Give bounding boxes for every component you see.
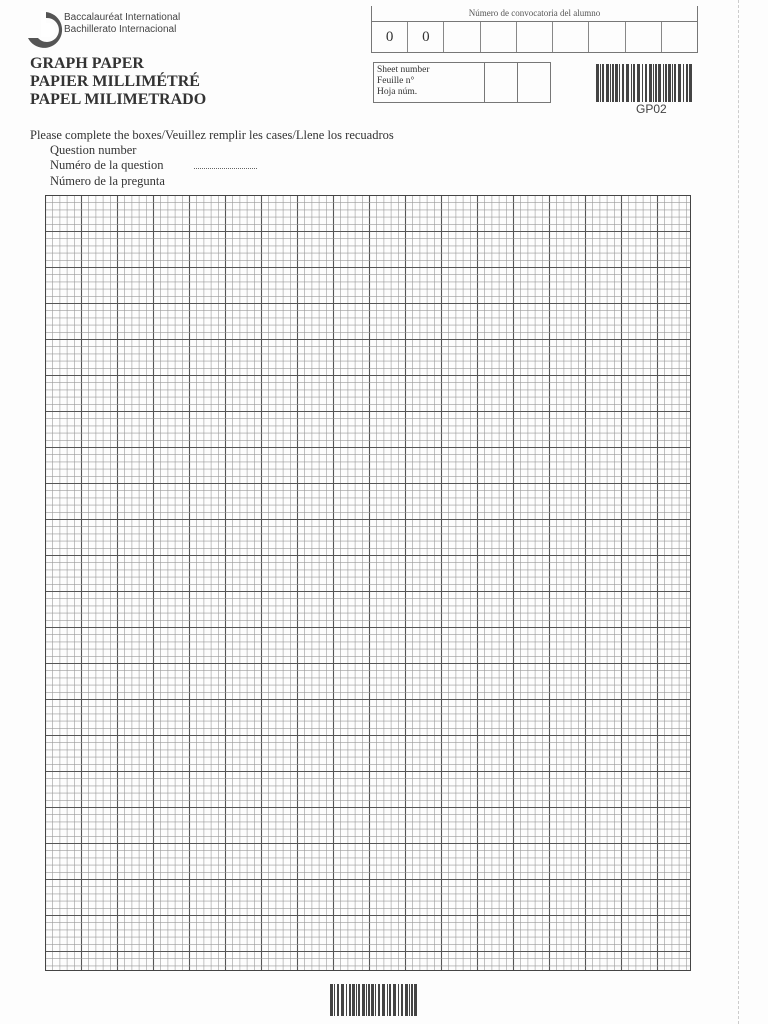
candidate-digit-cell[interactable] xyxy=(553,22,590,52)
barcode-bar xyxy=(645,64,647,102)
barcode-bar xyxy=(389,984,391,1016)
barcode-top xyxy=(596,64,694,102)
candidate-digit-cell[interactable]: 0 xyxy=(408,22,445,52)
barcode-bar xyxy=(612,64,614,102)
barcode-bar xyxy=(362,984,365,1016)
barcode-bar xyxy=(663,64,664,102)
barcode-bar xyxy=(349,984,351,1016)
scan-edge-line xyxy=(738,0,740,1024)
sheet-label-line: Hoja núm. xyxy=(377,87,418,97)
barcode-bar xyxy=(411,984,413,1016)
title-es: PAPEL MILIMETRADO xyxy=(30,91,207,108)
barcode-bar xyxy=(401,984,403,1016)
barcode-bar xyxy=(615,64,618,102)
barcode-bar xyxy=(649,64,652,102)
barcode-bar xyxy=(642,64,643,102)
barcode-bar xyxy=(637,64,640,102)
candidate-digit-cell[interactable]: 0 xyxy=(372,22,409,52)
org-line: Bachillerato Internacional xyxy=(64,24,177,35)
barcode-bar xyxy=(600,64,601,102)
sheet-number-cell[interactable] xyxy=(518,63,550,102)
ib-logo xyxy=(28,11,63,48)
form-code: GP02 xyxy=(636,102,667,116)
candidate-digit-cell[interactable] xyxy=(444,22,481,52)
sheet-label-line: Sheet number xyxy=(377,65,430,75)
candidate-digit-cell[interactable] xyxy=(662,22,697,52)
barcode-bar xyxy=(686,64,688,102)
barcode-bar xyxy=(375,984,376,1016)
barcode-bar xyxy=(414,984,417,1016)
candidate-number-label: Número de convocatoria del alumno xyxy=(372,6,697,22)
barcode-bar xyxy=(631,64,632,102)
barcode-bar xyxy=(658,64,661,102)
barcode-bar xyxy=(378,984,380,1016)
question-label-fr-row: Numéro de la question...................… xyxy=(30,158,394,174)
barcode-bar xyxy=(683,64,684,102)
barcode-bar xyxy=(678,64,681,102)
barcode-bar xyxy=(674,64,676,102)
sheet-number-cell[interactable] xyxy=(485,63,518,102)
barcode-bar xyxy=(619,64,620,102)
sheet-number-label: Sheet number Feuille n° Hoja núm. xyxy=(374,63,485,102)
barcode-bar xyxy=(398,984,399,1016)
barcode-bar xyxy=(330,984,333,1016)
organization-name: Baccalauréat International Bachillerato … xyxy=(64,12,180,36)
barcode-bar xyxy=(606,64,609,102)
barcode-bar xyxy=(405,984,408,1016)
candidate-digit-cell[interactable] xyxy=(517,22,554,52)
barcode-bottom xyxy=(330,984,420,1016)
candidate-digit-cell[interactable] xyxy=(626,22,662,52)
barcode-bar xyxy=(393,984,396,1016)
barcode-bar xyxy=(672,64,673,102)
org-line: Baccalauréat International xyxy=(64,12,181,23)
barcode-bar xyxy=(668,64,671,102)
barcode-bar xyxy=(689,64,692,102)
sheet-number-box: Sheet number Feuille n° Hoja núm. xyxy=(373,62,551,103)
title-en: GRAPH PAPER xyxy=(30,55,144,72)
barcode-bar xyxy=(596,64,599,102)
barcode-bar xyxy=(622,64,624,102)
candidate-digit-cell[interactable] xyxy=(589,22,626,52)
barcode-bar xyxy=(346,984,347,1016)
barcode-bar xyxy=(352,984,355,1016)
page-title: GRAPH PAPER PAPIER MILLIMÉTRÉ PAPEL MILI… xyxy=(30,55,206,109)
barcode-bar xyxy=(633,64,635,102)
instructions: Please complete the boxes/Veuillez rempl… xyxy=(30,128,394,189)
question-label-en: Question number xyxy=(50,143,137,157)
barcode-bar xyxy=(602,64,604,102)
candidate-digit-cell[interactable] xyxy=(481,22,517,52)
barcode-bar xyxy=(337,984,339,1016)
barcode-bar xyxy=(626,64,629,102)
barcode-bar xyxy=(387,984,388,1016)
barcode-bar xyxy=(653,64,654,102)
barcode-bar xyxy=(366,984,367,1016)
title-fr: PAPIER MILLIMÉTRÉ xyxy=(30,73,200,90)
sheet-label-line: Feuille n° xyxy=(377,76,415,86)
graph-grid[interactable] xyxy=(45,195,691,971)
grid-border xyxy=(45,195,691,971)
barcode-bar xyxy=(610,64,611,102)
barcode-bar xyxy=(368,984,370,1016)
barcode-bar xyxy=(665,64,667,102)
barcode-bar xyxy=(382,984,385,1016)
barcode-bar xyxy=(655,64,657,102)
barcode-bar xyxy=(409,984,410,1016)
barcode-bar xyxy=(358,984,360,1016)
barcode-bar xyxy=(356,984,357,1016)
instruction-line: Please complete the boxes/Veuillez rempl… xyxy=(30,128,394,142)
barcode-bar xyxy=(341,984,344,1016)
question-label-fr: Numéro de la question xyxy=(50,158,164,172)
question-label-es: Número de la pregunta xyxy=(50,174,165,188)
question-number-field[interactable]: ................................ xyxy=(193,162,258,171)
barcode-bar xyxy=(371,984,374,1016)
barcode-bar xyxy=(334,984,335,1016)
